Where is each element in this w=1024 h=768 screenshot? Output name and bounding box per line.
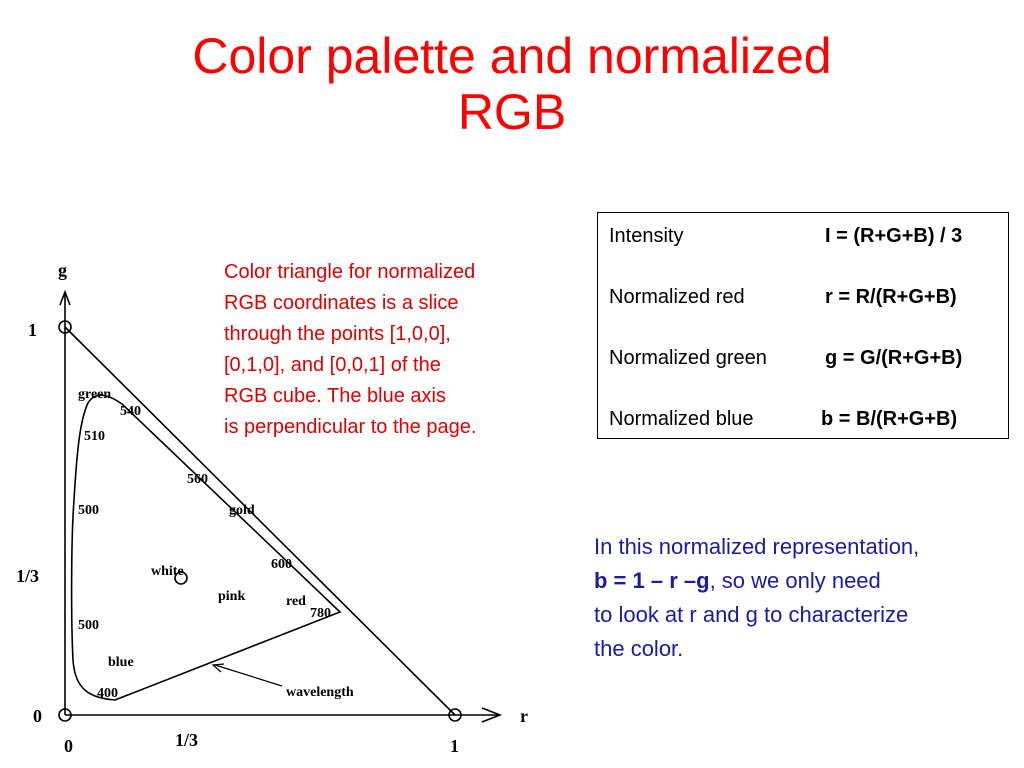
note-line: the color.	[594, 636, 684, 661]
title-line: Color palette and normalized	[192, 28, 832, 84]
caption-line: through the points [1,0,0],	[224, 323, 451, 345]
table-row: Normalized green g = G/(R+G+B)	[609, 347, 962, 370]
caption-line: is perpendicular to the page.	[224, 416, 477, 438]
caption-line: [0,1,0], and [0,0,1] of the	[224, 354, 441, 376]
axis-label: r	[520, 706, 528, 726]
note-line: to look at r and g to characterize	[594, 602, 909, 627]
table-row: Normalized blue b = B/(R+G+B)	[609, 408, 957, 431]
table-row: Normalized red r = R/(R+G+B)	[609, 286, 957, 309]
vertex-marker	[448, 708, 462, 722]
point-label: 500	[78, 503, 99, 518]
point-label: 560	[187, 472, 208, 487]
point-label: gold	[229, 503, 255, 518]
y-label: 1	[28, 320, 37, 340]
row-label: Normalized green	[609, 347, 767, 369]
y-label: 0	[33, 706, 42, 726]
caption: Color triangle for normalized RGB coordi…	[224, 257, 476, 443]
triangle-edge	[64, 326, 456, 716]
point-label: 500	[78, 618, 99, 633]
white-point	[174, 571, 188, 585]
formula-table: Intensity I = (R+G+B) / 3 Normalized red r…	[597, 212, 1009, 439]
vertex-marker	[58, 320, 72, 334]
point-label: white	[151, 564, 184, 579]
note: In this normalized representation, b = 1…	[594, 530, 919, 666]
g-axis-arrow	[59, 289, 71, 306]
note-line: In this normalized representation,	[594, 534, 920, 559]
point-label: blue	[108, 655, 134, 670]
point-label: 600	[271, 557, 292, 572]
row-formula: r = R/(R+G+B)	[825, 286, 957, 308]
row-label: Normalized blue	[609, 408, 754, 430]
spectral-locus	[70, 394, 342, 701]
caption-line: RGB cube. The blue axis	[224, 385, 446, 407]
point-label: 400	[97, 686, 118, 701]
row-label: Normalized red	[609, 286, 745, 308]
note-line: b = 1 – r –g, so we only need	[594, 564, 919, 598]
color-triangle-diagram: g r 1 1/3 0 0 1/3 1 green 540 510 560 go…	[16, 260, 528, 756]
point-label: 510	[84, 429, 105, 444]
x-label: 0	[64, 736, 73, 756]
row-formula: g = G/(R+G+B)	[825, 347, 963, 369]
table-row: Intensity I = (R+G+B) / 3	[609, 225, 962, 248]
row-formula: I = (R+G+B) / 3	[825, 225, 963, 247]
axis-label: g	[58, 260, 67, 280]
point-label: red	[286, 594, 306, 609]
wavelength-arrowhead	[211, 663, 225, 673]
caption-line: Color triangle for normalized	[224, 261, 476, 283]
row-formula: b = B/(R+G+B)	[821, 408, 958, 430]
note-emphasis: b = 1 – r –g	[594, 568, 710, 593]
title-line: RGB	[457, 84, 567, 140]
note-text: , so we only need	[709, 568, 881, 593]
wavelength-arrow	[214, 664, 283, 687]
x-label: 1/3	[175, 730, 198, 750]
caption-line: RGB coordinates is a slice	[224, 292, 459, 314]
y-label: 1/3	[16, 566, 39, 586]
r-axis-arrow	[481, 707, 503, 723]
point-label: wavelength	[286, 685, 354, 700]
vertex-marker	[58, 708, 72, 722]
slide-title: Color palette and normalized RGB	[0, 28, 1024, 140]
x-label: 1	[450, 736, 459, 756]
point-label: 780	[310, 606, 331, 621]
point-label: 540	[120, 404, 141, 419]
point-label: pink	[218, 589, 245, 604]
point-label: green	[78, 387, 111, 402]
row-label: Intensity	[609, 225, 684, 247]
